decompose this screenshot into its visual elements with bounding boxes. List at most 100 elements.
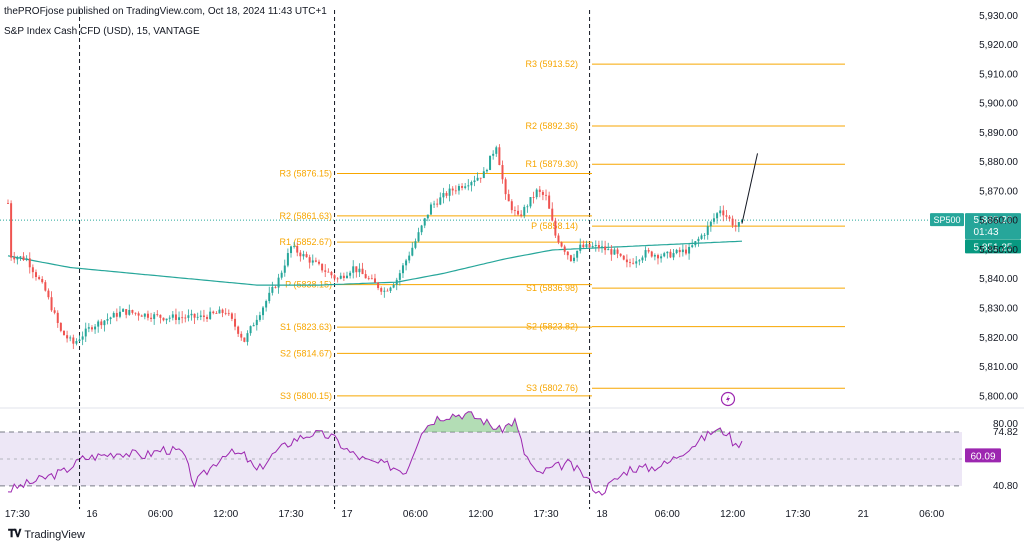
candle-body xyxy=(112,313,115,318)
candle-body xyxy=(75,341,78,344)
candle-body xyxy=(280,272,283,278)
candle xyxy=(53,307,56,315)
candle-body xyxy=(131,310,134,313)
candle xyxy=(417,227,420,243)
candle xyxy=(728,215,731,222)
candle xyxy=(635,256,638,268)
candle-body xyxy=(271,286,274,293)
candle xyxy=(548,191,551,209)
candle xyxy=(678,247,681,258)
candle-body xyxy=(290,246,293,254)
candle xyxy=(311,254,314,266)
candle xyxy=(153,312,156,325)
candle-body xyxy=(41,279,44,283)
tradingview-brand[interactable]: 𝐓𝐕 TradingView xyxy=(8,528,85,541)
candle xyxy=(16,255,19,265)
candle xyxy=(215,311,218,314)
y-tick-label: 5,800.00 xyxy=(979,391,1018,402)
candle xyxy=(461,183,464,191)
y-tick-label: 5,890.00 xyxy=(979,128,1018,139)
candle xyxy=(38,275,41,281)
candle xyxy=(44,280,47,292)
candle xyxy=(349,270,352,279)
candle xyxy=(321,263,324,273)
candle xyxy=(439,192,442,206)
candle-body xyxy=(725,215,728,217)
x-tick-label: 12:00 xyxy=(468,509,493,520)
candle xyxy=(308,254,311,269)
y-tick-label: 5,850.00 xyxy=(979,245,1018,256)
candle xyxy=(103,320,106,332)
candle-body xyxy=(461,186,464,188)
candle-body xyxy=(579,244,582,251)
candle-body xyxy=(215,313,218,314)
candle xyxy=(429,202,432,215)
candle xyxy=(653,253,656,261)
x-tick-label: 12:00 xyxy=(720,509,745,520)
brand-label: TradingView xyxy=(24,528,85,541)
candle-body xyxy=(706,226,709,235)
candle-body xyxy=(426,214,429,219)
candle xyxy=(688,242,691,260)
candle xyxy=(249,325,252,336)
candle-body xyxy=(69,337,72,339)
candle-body xyxy=(454,190,457,192)
candle-body xyxy=(178,317,181,320)
candle xyxy=(554,217,557,238)
candle-body xyxy=(44,282,47,291)
candle xyxy=(433,200,436,209)
candle xyxy=(557,233,560,245)
candle xyxy=(660,253,663,263)
candle xyxy=(650,250,653,258)
candle xyxy=(352,260,355,279)
candle-body xyxy=(302,254,305,257)
candle xyxy=(209,307,212,320)
candle xyxy=(535,188,538,200)
candle-body xyxy=(601,246,604,249)
candle-body xyxy=(731,218,734,226)
ma-price-tag xyxy=(965,239,1021,254)
candle-body xyxy=(118,311,121,317)
candle-body xyxy=(656,255,659,259)
candle xyxy=(573,253,576,264)
candle xyxy=(607,242,610,251)
x-tick-label: 17:30 xyxy=(278,509,303,520)
candle-body xyxy=(246,333,249,342)
candle xyxy=(31,264,34,279)
candle-body xyxy=(336,278,339,280)
x-tick-label: 06:00 xyxy=(403,509,428,520)
pivot-label: S2 (5814.67) xyxy=(280,348,332,358)
candle-body xyxy=(429,204,432,215)
candle xyxy=(691,239,694,249)
candle xyxy=(345,271,348,279)
candle-body xyxy=(38,277,41,280)
candle xyxy=(237,325,240,337)
candle xyxy=(629,258,631,268)
candle-body xyxy=(78,339,81,342)
candle-body xyxy=(293,245,296,247)
candle xyxy=(563,244,566,255)
candle xyxy=(56,310,59,328)
candle-body xyxy=(560,242,563,247)
candle-body xyxy=(53,310,56,313)
candle-body xyxy=(7,203,9,204)
candle xyxy=(274,285,277,289)
candle xyxy=(171,311,174,321)
candle-body xyxy=(420,225,423,233)
candle-body xyxy=(190,313,193,316)
lightning-glyph xyxy=(726,395,730,403)
candle xyxy=(373,273,376,283)
pivot-label: S3 (5800.15) xyxy=(280,391,332,401)
candle-body xyxy=(408,255,411,261)
candle xyxy=(601,240,604,253)
candle-body xyxy=(352,266,355,273)
candle xyxy=(411,242,414,257)
candle xyxy=(268,286,271,304)
candle xyxy=(700,233,703,240)
candle-body xyxy=(597,245,600,249)
candle-body xyxy=(401,265,404,274)
candle xyxy=(694,241,697,248)
rsi-value-label: 60.09 xyxy=(970,451,995,462)
candle-body xyxy=(274,286,277,288)
